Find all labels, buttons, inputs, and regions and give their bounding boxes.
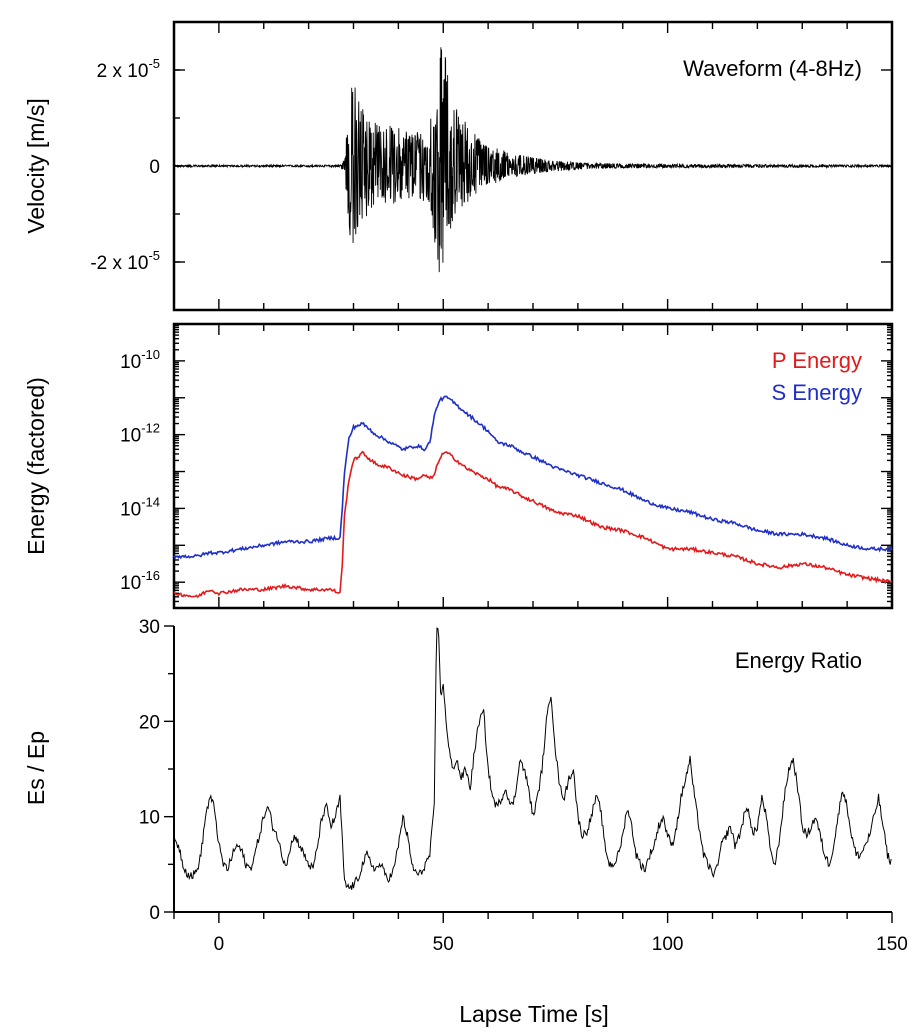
ratio-ytick-label: 20 [139,712,160,733]
energy-ytick-label: 10-14 [120,494,160,520]
waveform-ylabel: Velocity [m/s] [23,98,49,233]
waveform-ytick-label: -2 x 10-5 [90,248,160,274]
s-energy-line [173,395,893,560]
x-tick-label: 50 [433,934,454,955]
waveform-title: Waveform (4-8Hz) [683,56,862,81]
x-axis-label: Lapse Time [s] [459,1001,609,1027]
waveform-ytick-label: 2 x 10-5 [97,56,160,82]
energy-ylabel: Energy (factored) [23,377,49,555]
legend-p-energy: P Energy [772,348,862,373]
energy-ytick-label: 10-12 [120,421,160,447]
energy-ratio-line [173,627,892,890]
ratio-ytick-label: 30 [139,617,160,638]
ratio-ytick-label: 10 [139,808,160,829]
ratio-ylabel: Es / Ep [23,731,49,805]
waveform-trace [173,47,893,273]
waveform-ytick-label: 0 [149,157,160,178]
ratio-title: Energy Ratio [735,648,862,673]
panel-waveform: -2 x 10-5 0 2 x 10-5 Waveform (4-8Hz) Velo… [23,20,894,312]
panel-ratio: 0 10 20 30 0 50 100 150 Energy Ratio Es / Ep La… [23,617,908,1027]
energy-ytick-label: 10-16 [120,568,160,594]
panel-energy: 10-16 10-14 10-12 10-10 P Energy S Energy E… [23,322,894,610]
x-tick-label: 100 [652,934,684,955]
p-energy-line [173,450,893,599]
x-tick-label: 150 [876,934,908,955]
x-tick-label: 0 [214,934,225,955]
ratio-ytick-label: 0 [149,903,160,924]
energy-ytick-label: 10-10 [120,347,160,373]
legend-s-energy: S Energy [772,380,863,405]
